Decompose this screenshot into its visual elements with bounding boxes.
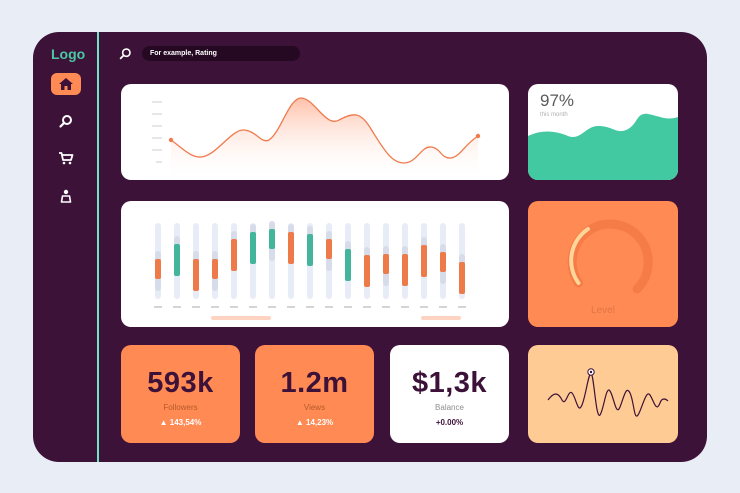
sidebar: Logo: [33, 32, 99, 462]
bar-value: [345, 249, 351, 281]
x-tick: [287, 306, 295, 308]
balance-label: Balance: [435, 403, 464, 412]
bar-value: [364, 255, 370, 287]
line-chart-area: [171, 98, 478, 180]
search-icon[interactable]: [119, 47, 132, 60]
progress-value: 97%: [540, 91, 575, 110]
bar-value: [440, 252, 446, 272]
bar-value: [326, 239, 332, 259]
range-slider-left[interactable]: [211, 316, 271, 320]
x-tick: [154, 306, 162, 308]
level-label: Level: [591, 305, 615, 316]
range-slider-right[interactable]: [421, 316, 461, 320]
sidebar-item-home[interactable]: [51, 73, 81, 95]
sidebar-item-search[interactable]: [51, 110, 81, 132]
views-change: ▲ 14,23%: [295, 418, 334, 427]
y-axis-ticks: [152, 101, 162, 163]
line-chart: [152, 97, 481, 180]
area-chart: [528, 113, 678, 180]
bar-value: [383, 254, 389, 274]
x-tick: [382, 306, 390, 308]
progress-card: 97% this month: [528, 84, 678, 180]
line-chart-series: [170, 97, 479, 164]
balance-value: $1,3k: [411, 367, 488, 399]
x-tick: [173, 306, 181, 308]
sidebar-item-profile[interactable]: [51, 185, 81, 207]
bar-value: [174, 244, 180, 276]
followers-change: ▲ 143,54%: [159, 418, 202, 427]
line-chart-card: [121, 84, 509, 180]
progress-subtitle: this month: [540, 112, 568, 118]
views-label: Views: [303, 403, 326, 412]
bar-value: [155, 259, 161, 279]
logo[interactable]: Logo: [51, 46, 86, 62]
balance-card: $1,3k Balance +0.00%: [390, 345, 509, 443]
search-icon: [59, 115, 72, 128]
bar-chart-card: [121, 201, 509, 327]
bar-value: [231, 239, 237, 271]
user-icon: [60, 189, 72, 203]
views-card: 1.2m Views ▲ 14,23%: [255, 345, 374, 443]
dashboard-frame: Logo: [33, 32, 707, 462]
followers-value: 593k: [147, 367, 214, 399]
x-tick: [420, 306, 428, 308]
views-value: 1.2m: [280, 367, 349, 399]
bar-value: [269, 229, 275, 249]
x-tick: [458, 306, 466, 308]
search-input[interactable]: For example, Rating: [142, 46, 300, 61]
bar-value: [193, 259, 199, 291]
bar-value: [402, 254, 408, 286]
bar-value: [212, 259, 218, 279]
bar-value: [288, 232, 294, 264]
level-card: Level: [528, 201, 678, 327]
x-tick: [401, 306, 409, 308]
area-chart-fill: [528, 113, 678, 180]
home-icon: [59, 78, 73, 90]
wave-marker-dot: [589, 370, 593, 374]
balance-change: +0.00%: [435, 418, 464, 427]
followers-card: 593k Followers ▲ 143,54%: [121, 345, 240, 443]
sidebar-item-cart[interactable]: [51, 147, 81, 169]
x-tick: [230, 306, 238, 308]
x-tick: [211, 306, 219, 308]
line-end-point: [475, 133, 481, 139]
bar-chart: [154, 221, 466, 320]
followers-label: Followers: [163, 403, 198, 412]
x-tick: [249, 306, 257, 308]
line-start-point: [168, 137, 174, 143]
wave-chart: [547, 368, 669, 417]
bar-value: [459, 262, 465, 294]
x-tick: [344, 306, 352, 308]
x-tick: [439, 306, 447, 308]
x-tick: [363, 306, 371, 308]
x-tick: [268, 306, 276, 308]
x-tick: [192, 306, 200, 308]
wave-card: [528, 345, 678, 443]
cart-icon: [59, 152, 74, 165]
gauge-fill: [569, 227, 590, 285]
x-tick: [306, 306, 314, 308]
bar-value: [307, 234, 313, 266]
bar-value: [250, 232, 256, 264]
bar-value: [421, 245, 427, 277]
search-bar: For example, Rating: [119, 46, 300, 61]
wave-line: [547, 372, 669, 417]
level-gauge: [567, 219, 653, 294]
x-tick: [325, 306, 333, 308]
